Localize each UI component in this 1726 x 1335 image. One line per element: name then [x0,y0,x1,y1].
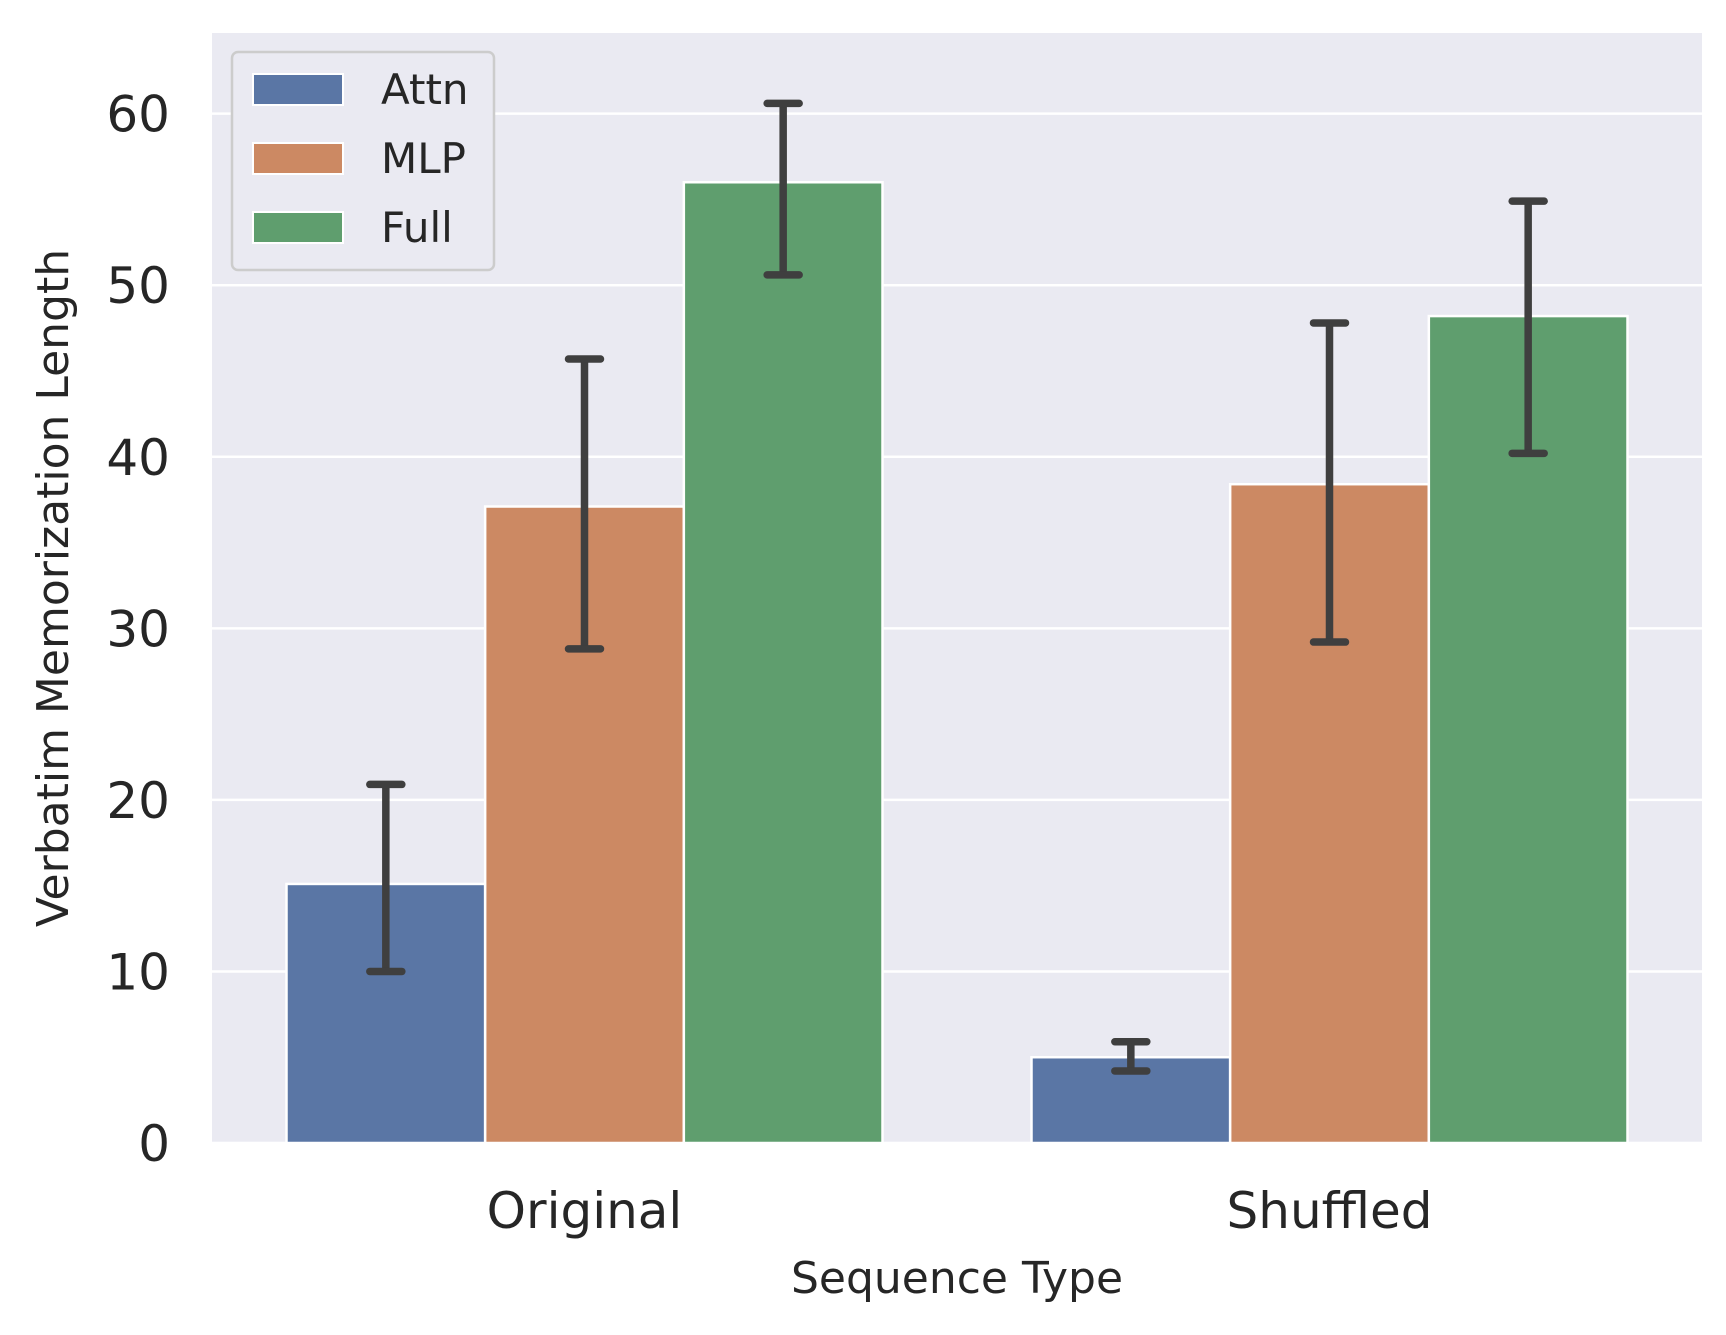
y-tick-label: 30 [106,600,170,658]
error-bar-full-original [763,99,803,279]
x-axis-label: Sequence Type [791,1253,1123,1304]
y-tick-label: 0 [138,1115,170,1173]
x-tick-label: Original [487,1182,683,1240]
legend-label-mlp: MLP [381,134,466,183]
error-bar-mlp-original [564,355,605,653]
error-bar-attn-shuffled [1111,1038,1151,1075]
x-tick-labels: Original Shuffled [487,1182,1433,1240]
error-bar-attn-original [366,780,406,976]
y-tick-label: 10 [106,943,170,1001]
y-tick-label: 60 [106,86,170,144]
y-tick-label: 40 [106,429,170,487]
error-bar-full-shuffled [1508,197,1548,458]
y-axis-label: Verbatim Memorization Length [28,249,79,927]
legend: Attn MLP Full [230,50,496,272]
bar-full-original [682,181,884,1145]
error-bar-mlp-shuffled [1309,319,1350,646]
legend-swatch-mlp [252,142,344,175]
legend-label-full: Full [381,203,453,252]
legend-swatch-full [252,211,344,244]
error-bars [366,99,1548,1075]
legend-swatch-attn [252,73,344,106]
legend-label-attn: Attn [381,65,469,114]
y-tick-label: 50 [106,257,170,315]
y-tick-labels: 0 10 20 30 40 50 60 [106,86,170,1173]
y-tick-label: 20 [106,772,170,830]
x-tick-label: Shuffled [1227,1182,1433,1240]
